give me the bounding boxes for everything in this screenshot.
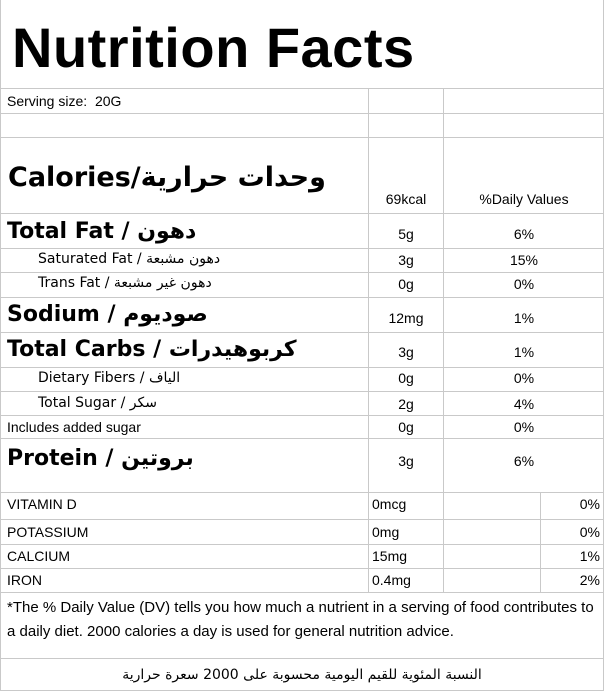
vitamin-label: IRON (7, 572, 42, 588)
nutrient-amount: 12mg (388, 310, 424, 326)
calories-label: Calories/وحدات حرارية (8, 162, 326, 193)
vitamin-amount: 0mg (372, 524, 400, 540)
nutrient-label: Dietary Fibers / الياف (38, 370, 181, 386)
daily-value-footnote: *The % Daily Value (DV) tells you how mu… (7, 599, 594, 640)
vitamin-amount: 0mcg (372, 496, 407, 512)
nutrient-dv: 1% (513, 310, 535, 326)
nutrient-amount: 2g (398, 396, 414, 412)
nutrient-dv: 0% (513, 370, 535, 386)
nutrient-dv: 15% (509, 252, 539, 268)
vitamin-amount: 0.4mg (372, 572, 411, 588)
nutrient-dv: 1% (513, 344, 535, 360)
vitamin-amount: 15mg (372, 548, 408, 564)
column-divider-2 (443, 88, 444, 492)
vitamin-dv: 1% (579, 548, 600, 564)
vitamin-label: CALCIUM (7, 548, 71, 564)
vitamin-dv: 2% (579, 572, 600, 588)
nutrient-label: Sodium / صوديوم (7, 302, 208, 327)
nutrient-dv: 0% (513, 419, 535, 435)
nutrient-amount: 3g (398, 252, 414, 268)
vitamin-dv: 0% (579, 496, 600, 512)
nutrient-amount: 0g (398, 419, 414, 435)
nutrient-dv: 6% (513, 453, 535, 469)
nutrient-label: Total Fat / دهون (7, 219, 197, 244)
vitamin-dv: 0% (579, 524, 600, 540)
nutrient-label: Total Carbs / كربوهيدرات (7, 337, 297, 362)
nutrient-amount: 3g (398, 344, 414, 360)
nutrient-dv: 4% (513, 396, 535, 412)
serving-size: Serving size: 20G (7, 94, 121, 108)
nutrient-amount: 3g (398, 453, 414, 469)
nutrient-label: Total Sugar / سكر (38, 395, 157, 411)
arabic-footnote: النسبة المئوية للقيم اليومية محسوبة على … (122, 667, 482, 683)
serving-size-value: 20G (94, 93, 122, 109)
left-border (0, 0, 1, 691)
vitamin-column-divider-1 (368, 492, 369, 592)
nutrient-dv: 6% (513, 226, 535, 242)
nutrient-label: Includes added sugar (7, 419, 141, 435)
vitamin-label: POTASSIUM (7, 524, 89, 540)
calories-amount: 69kcal (385, 191, 427, 207)
vitamin-column-divider-3 (540, 492, 541, 592)
nutrient-label: Saturated Fat / دهون مشبعة (38, 251, 221, 267)
label-title: Nutrition Facts (12, 16, 415, 79)
column-divider-1 (368, 88, 369, 492)
nutrient-amount: 0g (398, 370, 414, 386)
nutrient-label: Trans Fat / دهون غير مشبعة (38, 275, 212, 291)
nutrient-amount: 0g (398, 276, 414, 292)
vitamin-column-divider-2 (443, 492, 444, 592)
nutrient-dv: 0% (513, 276, 535, 292)
nutrient-amount: 5g (398, 226, 414, 242)
daily-values-header: %Daily Values (479, 191, 569, 207)
nutrient-label: Protein / بروتين (7, 446, 194, 471)
vitamin-label: VITAMIN D (7, 496, 77, 512)
serving-size-label: Serving size: (7, 93, 88, 109)
